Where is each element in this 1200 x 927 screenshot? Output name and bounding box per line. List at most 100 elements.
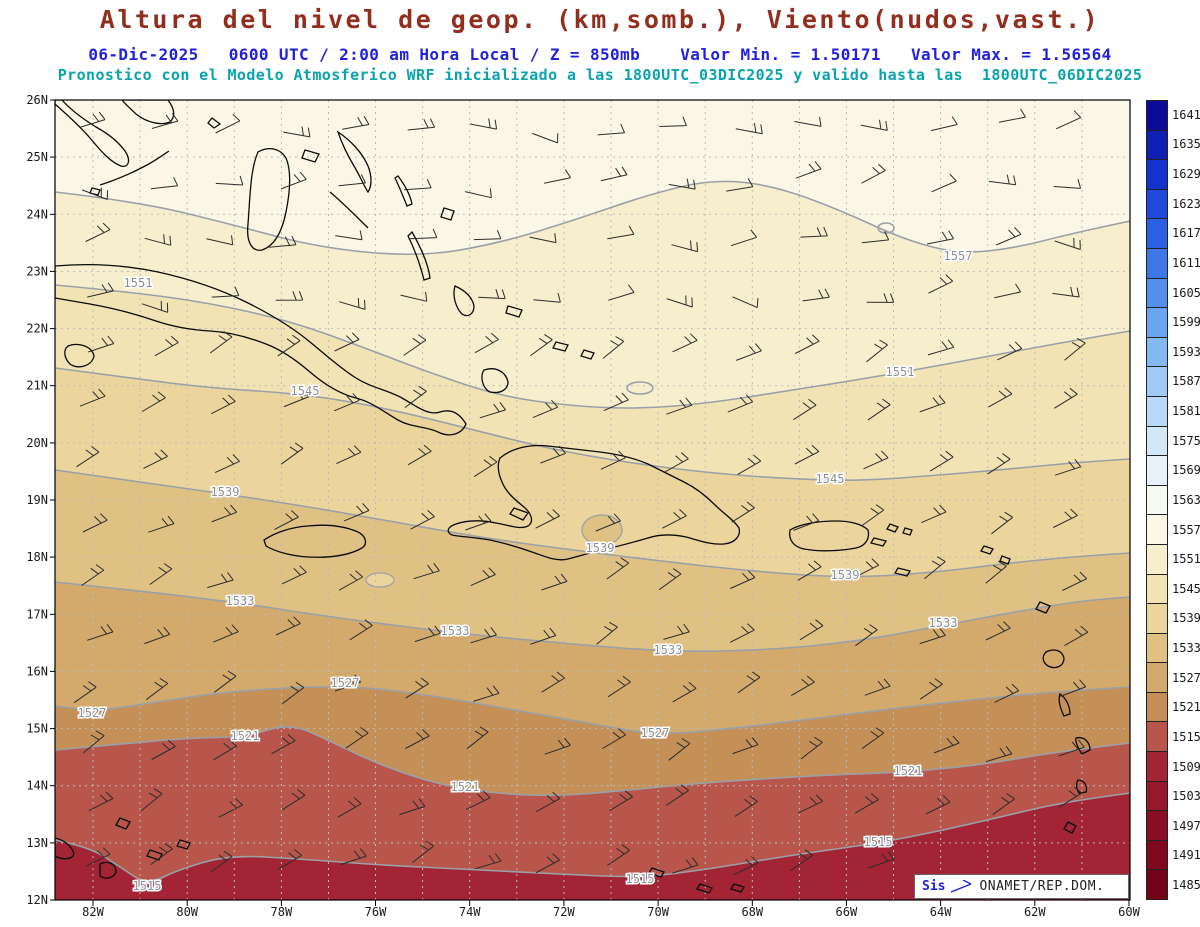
colorbar-cell bbox=[1147, 336, 1167, 367]
wind-barb bbox=[666, 295, 693, 308]
contour-label: 1545 bbox=[816, 472, 845, 486]
coastline-cays-2 bbox=[176, 839, 191, 850]
wind-barb bbox=[215, 113, 241, 134]
wind-barb bbox=[733, 855, 759, 876]
contour-label: 1533 bbox=[226, 594, 255, 608]
colorbar-cell bbox=[1147, 780, 1167, 811]
colorbar-cell bbox=[1147, 751, 1167, 781]
wind-barb bbox=[1053, 179, 1082, 189]
coastline-hispaniola bbox=[447, 444, 741, 561]
coastlines bbox=[55, 100, 1091, 900]
contour-line bbox=[55, 581, 1130, 652]
wind-barb bbox=[609, 790, 633, 812]
lat-tick-label: 18N bbox=[26, 550, 48, 564]
wind-barb bbox=[79, 388, 106, 407]
wind-barb bbox=[478, 289, 506, 300]
wind-barb bbox=[596, 621, 618, 645]
coastline-antigua bbox=[1035, 601, 1051, 614]
credit-box: Sis ONAMET/REP.DOM. bbox=[914, 874, 1129, 899]
colorbar-cell bbox=[1147, 129, 1167, 160]
lon-tick-label: 72W bbox=[553, 905, 575, 919]
wind-barb bbox=[535, 509, 560, 529]
wind-barb bbox=[1054, 237, 1081, 250]
colorbar-tick-label: 1569 bbox=[1172, 463, 1200, 478]
contour-label: 1545 bbox=[291, 384, 320, 398]
wind-barb bbox=[925, 795, 951, 815]
coastline-caicos bbox=[552, 341, 569, 352]
wind-barb bbox=[919, 395, 946, 413]
wind-barb bbox=[339, 297, 366, 310]
wind-barb bbox=[209, 331, 233, 354]
wind-barb bbox=[473, 685, 500, 702]
wind-barb bbox=[143, 449, 168, 469]
colorbar-cell bbox=[1147, 277, 1167, 308]
coastline-grand-bahama bbox=[121, 100, 175, 125]
wind-barb bbox=[76, 446, 100, 468]
wind-barb bbox=[930, 116, 958, 132]
wind-barb bbox=[218, 798, 243, 818]
coastline-bimini bbox=[207, 117, 222, 129]
wind-barb bbox=[665, 784, 689, 806]
wind-barb bbox=[530, 627, 557, 645]
coastline-providencia bbox=[115, 817, 131, 830]
coastline-martinique bbox=[1075, 736, 1091, 755]
wind-barb bbox=[73, 681, 97, 704]
lat-tick-label: 23N bbox=[26, 264, 48, 278]
colorbar-tick-label: 1521 bbox=[1172, 700, 1200, 715]
wind-barb bbox=[540, 445, 566, 464]
lat-tick-label: 12N bbox=[26, 893, 48, 907]
coastline-st-lucia bbox=[1075, 779, 1088, 794]
wind-barb bbox=[931, 173, 957, 193]
contour-label: 1527 bbox=[78, 706, 107, 720]
wind-barb bbox=[400, 291, 428, 302]
colorbar-tick-label: 1617 bbox=[1172, 226, 1200, 241]
wind-barb bbox=[340, 848, 367, 866]
colorbar-tick-label: 1539 bbox=[1172, 611, 1200, 626]
lat-tick-label: 19N bbox=[26, 493, 48, 507]
wind-barb bbox=[87, 624, 114, 641]
wind-barb bbox=[470, 118, 498, 130]
wind-barb bbox=[662, 509, 687, 529]
contour-labels: 1551 1557 1545 1551 1539 1545 1539 1539 1533 1533… bbox=[76, 248, 974, 895]
colorbar-tick-label: 1533 bbox=[1172, 641, 1200, 656]
wind-barb bbox=[283, 389, 310, 408]
wind-barb bbox=[403, 334, 427, 356]
wind-barb-icon bbox=[951, 879, 972, 893]
wind-barb bbox=[541, 573, 568, 591]
closed-contour-patch bbox=[581, 514, 623, 546]
colorbar-cell bbox=[1147, 101, 1167, 130]
wind-barb bbox=[861, 231, 890, 244]
wind-barb bbox=[336, 445, 362, 465]
colorbar-tick-label: 1551 bbox=[1172, 552, 1200, 567]
colorbar-cell bbox=[1147, 218, 1167, 248]
wind-barb bbox=[544, 737, 571, 755]
wind-barb bbox=[868, 851, 895, 869]
wind-barb bbox=[148, 515, 175, 533]
colorbar-cell bbox=[1147, 691, 1167, 722]
wind-barb bbox=[600, 166, 628, 182]
wind-barb bbox=[149, 563, 173, 585]
wind-barb bbox=[730, 570, 756, 589]
wind-barb bbox=[283, 126, 311, 138]
coastline-mayaguana bbox=[505, 305, 523, 318]
contour-label: 1515 bbox=[864, 835, 893, 849]
wind-barb bbox=[473, 455, 498, 478]
wind-barb bbox=[1064, 337, 1086, 361]
latlon-gridlines bbox=[55, 100, 1130, 900]
coastline-gonave bbox=[509, 507, 530, 521]
wind-barb bbox=[82, 513, 108, 533]
coastline-aruba bbox=[648, 867, 665, 878]
wind-barb bbox=[473, 229, 502, 241]
coastline-curacao bbox=[696, 883, 713, 894]
wind-barb bbox=[734, 795, 758, 817]
wind-barb bbox=[334, 674, 361, 692]
coastline-crooked-acklins bbox=[453, 285, 475, 317]
wind-barb bbox=[794, 444, 820, 465]
wind-barb bbox=[1055, 110, 1082, 130]
wind-barb bbox=[988, 387, 1013, 408]
wind-barb bbox=[854, 558, 880, 578]
wind-barb bbox=[602, 336, 625, 359]
wind-barb bbox=[985, 621, 1011, 641]
lon-tick-label: 82W bbox=[82, 905, 104, 919]
